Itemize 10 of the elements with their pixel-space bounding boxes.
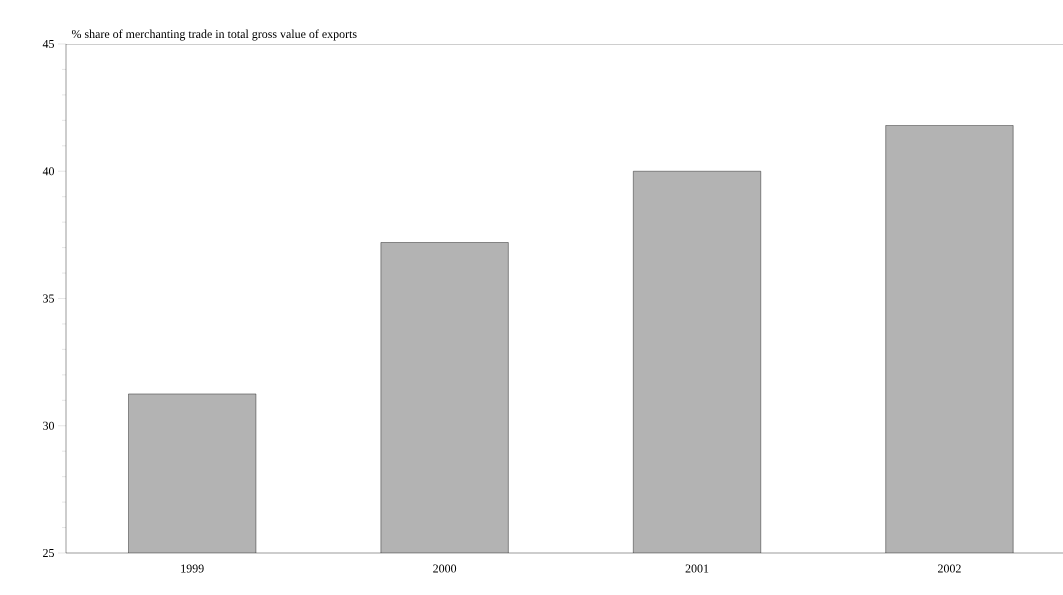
x-tick-label: 2001 (685, 564, 709, 573)
y-axis-title: % share of merchanting trade in total gross value of exports (71, 29, 357, 41)
y-tick-label: 35 (43, 294, 55, 303)
x-tick-label: 2000 (433, 564, 457, 573)
x-tick-label: 2002 (938, 564, 961, 573)
x-tick-label: 1999 (181, 564, 204, 573)
y-tick-label: 25 (43, 548, 55, 558)
y-tick-label: 45 (42, 40, 55, 48)
y-tick-label: 40 (42, 167, 55, 176)
y-tick-label: 30 (43, 421, 55, 430)
